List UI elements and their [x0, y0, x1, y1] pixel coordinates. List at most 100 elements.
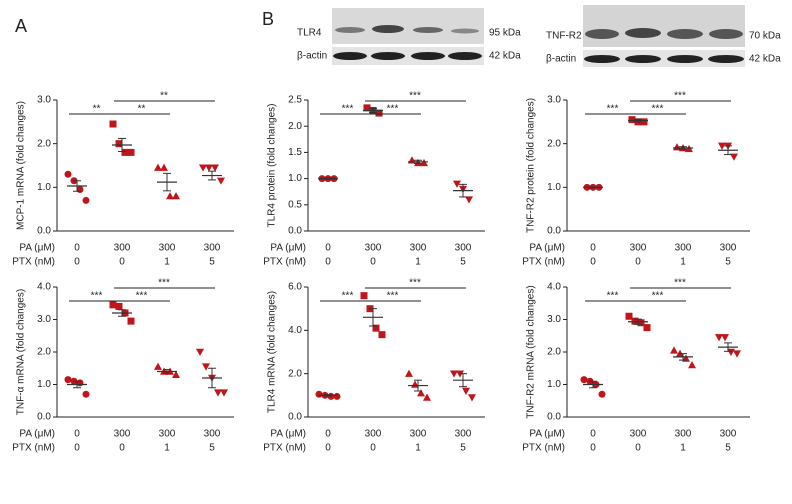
data-point [372, 324, 380, 332]
x-tick-label: 300 [455, 429, 472, 440]
data-point [76, 379, 84, 387]
y-tick-label: 3.0 [37, 314, 51, 325]
error-bar [414, 379, 422, 392]
blot-background [332, 8, 484, 44]
x-row-name: PTX (nM) [263, 257, 306, 268]
significance-label: *** [387, 291, 399, 302]
band [448, 52, 482, 60]
x-tick-label: 1 [415, 257, 421, 268]
significance-label: *** [607, 291, 619, 302]
data-point [315, 390, 323, 398]
data-point [718, 142, 726, 150]
x-tick-label: 1 [680, 257, 686, 268]
blot-kda: 95 kDa [489, 28, 521, 39]
error-bar [324, 394, 332, 397]
blot-background [583, 5, 745, 47]
data-point [115, 140, 123, 148]
error-bar [679, 146, 687, 150]
data-point [628, 116, 636, 124]
y-tick-label: 0.0 [37, 412, 51, 423]
significance-label: ** [160, 91, 168, 102]
band [372, 25, 404, 33]
y-tick-label: 2.0 [288, 368, 302, 379]
y-tick-label: 2.0 [288, 121, 302, 132]
error-bar [459, 373, 467, 388]
blot-kda: 42 kDa [489, 51, 521, 62]
error-bar [634, 118, 642, 123]
data-point [160, 163, 168, 171]
significance-label: *** [607, 104, 619, 115]
data-point [154, 362, 162, 370]
data-point [420, 158, 428, 167]
y-tick-label: 0.0 [37, 226, 51, 237]
x-tick-label: 5 [460, 257, 466, 268]
x-tick-label: 300 [114, 243, 131, 254]
y-tick-label: 0.0 [288, 226, 302, 237]
x-tick-label: 300 [410, 243, 427, 254]
x-row-name: PA (μM) [19, 429, 55, 440]
y-tick-label: 6.0 [288, 282, 302, 293]
x-tick-label: 0 [325, 443, 331, 454]
x-tick-label: 300 [410, 429, 427, 440]
error-bar [589, 380, 597, 389]
blot-label: β-actin [297, 51, 327, 62]
y-axis-label: TLR4 protein (fold changes) [267, 104, 278, 228]
y-tick-label: 4.0 [37, 282, 51, 293]
x-row-name: PA (μM) [270, 243, 306, 254]
y-tick-label: 3.0 [37, 95, 51, 106]
band [371, 52, 405, 60]
significance-label: *** [342, 291, 354, 302]
x-tick-label: 300 [159, 429, 176, 440]
band [625, 55, 661, 63]
y-tick-label: 0.0 [547, 412, 561, 423]
x-tick-label: 300 [365, 243, 382, 254]
significance-label: *** [652, 104, 664, 115]
data-point [468, 394, 476, 402]
x-tick-label: 300 [675, 429, 692, 440]
y-tick-label: 2.5 [288, 95, 302, 106]
data-point [109, 120, 117, 128]
data-point [453, 180, 461, 188]
x-tick-label: 300 [720, 429, 737, 440]
y-tick-label: 1.0 [547, 379, 561, 390]
blot-tlr4: TLR4 β-actin 95 kDa 42 kDa [297, 8, 521, 65]
y-tick-label: 2.0 [37, 347, 51, 358]
data-point [64, 376, 72, 384]
data-point [417, 389, 425, 397]
x-tick-label: 1 [164, 257, 170, 268]
y-tick-label: 0.0 [547, 226, 561, 237]
data-point [127, 317, 135, 325]
band [584, 55, 620, 63]
x-tick-label: 0 [590, 243, 596, 254]
band [333, 52, 367, 60]
x-tick-label: 0 [119, 257, 125, 268]
data-point [631, 317, 639, 325]
blot-background [583, 50, 745, 67]
x-tick-label: 0 [74, 443, 80, 454]
x-tick-label: 5 [209, 443, 215, 454]
data-point [127, 148, 135, 156]
x-row-name: PA (μM) [529, 429, 565, 440]
y-axis-label: MCP-1 mRNA (fold changes) [16, 101, 27, 230]
y-axis-label: TNF-R2 protein (fold changes) [526, 98, 537, 233]
data-point [727, 348, 735, 356]
y-axis-label: TNF-R2 mRNA (fold changes) [526, 285, 537, 418]
x-tick-label: 1 [415, 443, 421, 454]
band [708, 55, 744, 63]
error-bar [459, 183, 467, 198]
x-tick-label: 0 [325, 257, 331, 268]
y-tick-label: 1.0 [37, 182, 51, 193]
significance-label: *** [674, 278, 686, 289]
blot-kda: 42 kDa [749, 54, 781, 65]
y-axis-label: TNF-α mRNA (fold changes) [16, 289, 27, 415]
data-point [202, 363, 210, 371]
data-point [333, 392, 341, 400]
data-point [598, 390, 606, 398]
data-point [363, 104, 371, 112]
error-bar [208, 367, 216, 389]
blot-background [332, 47, 484, 65]
error-bar [73, 380, 81, 389]
y-tick-label: 3.0 [547, 314, 561, 325]
data-point [217, 177, 225, 185]
